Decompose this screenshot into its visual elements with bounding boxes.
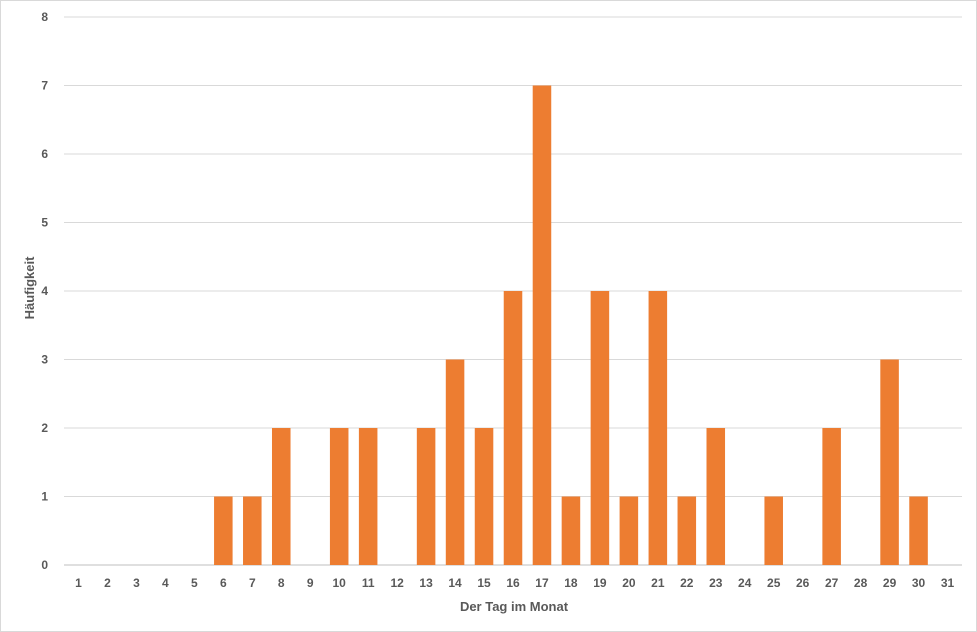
x-tick-label: 12 bbox=[390, 576, 404, 590]
y-tick-label: 3 bbox=[41, 353, 48, 367]
x-tick-label: 5 bbox=[191, 576, 198, 590]
x-tick-label: 28 bbox=[854, 576, 868, 590]
bar-day-30 bbox=[909, 496, 928, 565]
x-tick-label: 7 bbox=[249, 576, 256, 590]
y-tick-label: 5 bbox=[41, 216, 48, 230]
y-tick-label: 8 bbox=[41, 10, 48, 24]
bar-day-22 bbox=[677, 496, 697, 565]
x-tick-label: 25 bbox=[767, 576, 781, 590]
x-tick-label: 16 bbox=[506, 576, 520, 590]
x-tick-label: 29 bbox=[883, 576, 897, 590]
bar-day-16 bbox=[503, 291, 523, 565]
x-tick-label: 1 bbox=[75, 576, 82, 590]
x-tick-label: 11 bbox=[362, 576, 375, 590]
x-tick-label: 22 bbox=[680, 576, 694, 590]
y-tick-label: 4 bbox=[41, 284, 48, 298]
y-tick-label: 2 bbox=[41, 421, 48, 435]
x-tick-label: 31 bbox=[941, 576, 955, 590]
x-tick-label: 24 bbox=[738, 576, 752, 590]
x-tick-label: 27 bbox=[825, 576, 839, 590]
x-tick-label: 4 bbox=[162, 576, 169, 590]
y-tick-label: 7 bbox=[41, 79, 48, 93]
x-tick-label: 10 bbox=[333, 576, 347, 590]
x-tick-label: 19 bbox=[593, 576, 607, 590]
x-tick-label: 30 bbox=[912, 576, 926, 590]
bar-day-20 bbox=[619, 496, 639, 565]
x-tick-label: 23 bbox=[709, 576, 723, 590]
y-axis-ticks: 0 1 2 3 4 5 6 7 8 bbox=[41, 10, 48, 572]
x-tick-label: 14 bbox=[448, 576, 462, 590]
x-tick-label: 3 bbox=[133, 576, 140, 590]
x-tick-label: 17 bbox=[535, 576, 549, 590]
bar-day-6 bbox=[214, 496, 233, 565]
x-tick-label: 26 bbox=[796, 576, 810, 590]
x-tick-label: 21 bbox=[651, 576, 665, 590]
y-tick-label: 1 bbox=[41, 490, 48, 504]
bar-day-13 bbox=[416, 428, 436, 565]
bar-day-29 bbox=[880, 359, 899, 565]
bar-day-25 bbox=[764, 496, 783, 565]
x-tick-label: 18 bbox=[564, 576, 578, 590]
x-tick-label: 8 bbox=[278, 576, 285, 590]
bar-day-19 bbox=[590, 291, 610, 565]
bar-day-8 bbox=[271, 428, 291, 565]
bar-day-11 bbox=[358, 428, 378, 565]
bar-day-7 bbox=[243, 496, 262, 565]
bar-day-21 bbox=[648, 291, 668, 565]
x-tick-label: 2 bbox=[104, 576, 111, 590]
bars bbox=[214, 85, 928, 565]
x-axis-title: Der Tag im Monat bbox=[460, 599, 569, 614]
x-tick-label: 6 bbox=[220, 576, 227, 590]
y-axis-title: Häufigkeit bbox=[22, 256, 37, 320]
x-tick-label: 9 bbox=[307, 576, 314, 590]
bar-day-15 bbox=[474, 428, 494, 565]
x-axis-ticks: 1 2 3 4 5 6 7 8 9 10 11 12 13 14 15 16 17 18 19 20 21 22 23 24 2… bbox=[75, 576, 954, 590]
y-tick-label: 6 bbox=[41, 147, 48, 161]
x-tick-label: 20 bbox=[622, 576, 636, 590]
x-tick-label: 15 bbox=[477, 576, 491, 590]
bar-day-23 bbox=[706, 428, 726, 565]
bar-day-10 bbox=[329, 428, 349, 565]
x-tick-label: 13 bbox=[419, 576, 433, 590]
bar-day-27 bbox=[822, 428, 841, 565]
y-tick-label: 0 bbox=[41, 558, 48, 572]
bar-day-18 bbox=[561, 496, 581, 565]
bar-day-17 bbox=[532, 85, 552, 565]
bar-day-14 bbox=[445, 359, 465, 565]
